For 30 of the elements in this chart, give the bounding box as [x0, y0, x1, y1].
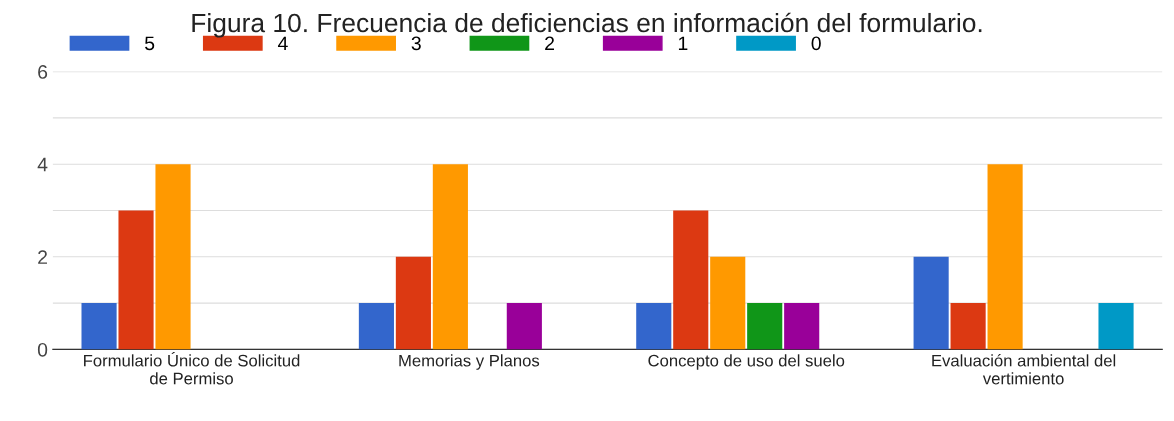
y-tick-label: 4 — [37, 157, 48, 172]
legend-label: 2 — [545, 36, 554, 51]
bar — [950, 303, 986, 350]
bar — [118, 210, 154, 350]
legend-label: 0 — [811, 36, 821, 51]
bar — [506, 303, 542, 350]
bar — [673, 210, 709, 350]
bar — [913, 256, 949, 350]
x-tick-label: Concepto de uso del suelo — [648, 354, 845, 370]
legend-label: 3 — [411, 36, 421, 51]
y-tick-label: 0 — [37, 342, 48, 357]
bar — [81, 303, 117, 350]
x-tick-label: Formulario Único de Solicitud de Permiso — [84, 351, 300, 385]
legend-label: 5 — [145, 36, 155, 51]
bar — [784, 303, 820, 350]
legend-label: 1 — [678, 36, 688, 51]
bar — [395, 256, 431, 350]
y-tick-label: 2 — [38, 250, 47, 264]
x-tick-label: Memorias y Planos — [399, 354, 540, 370]
bar — [747, 303, 783, 350]
y-tick-label: 6 — [38, 65, 48, 79]
bar — [155, 164, 191, 350]
bar — [710, 256, 746, 350]
x-tick-label: Evaluación ambiental del vertimiento — [932, 354, 1116, 385]
bar — [432, 164, 468, 350]
bar — [987, 164, 1023, 350]
legend-label: 4 — [277, 36, 288, 51]
bar — [636, 303, 672, 350]
bar — [358, 303, 394, 350]
bar — [1098, 303, 1134, 350]
